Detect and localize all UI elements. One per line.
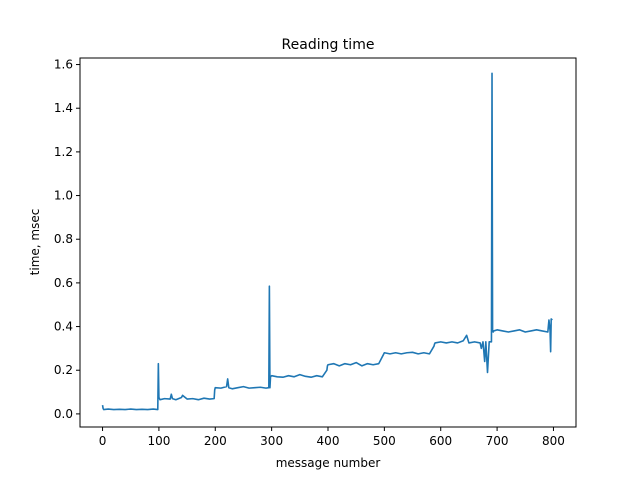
x-tick-label: 700 [486,434,509,448]
y-axis-label: time, msec [28,209,42,276]
y-tick-label: 0.4 [54,320,73,334]
x-tick-label: 500 [373,434,396,448]
x-tick-label: 800 [542,434,565,448]
y-tick-label: 0.0 [54,407,73,421]
x-tick-label: 0 [99,434,107,448]
y-tick-label: 0.2 [54,363,73,377]
chart-title: Reading time [282,37,375,53]
x-tick-label: 200 [204,434,227,448]
y-tick-label: 1.6 [54,58,73,72]
y-tick-label: 1.0 [54,189,73,203]
x-tick-label: 600 [429,434,452,448]
x-tick-label: 300 [260,434,283,448]
x-axis-label: message number [276,456,381,470]
plot-area [101,72,553,411]
y-tick-label: 1.4 [54,101,73,115]
x-tick-label: 100 [147,434,170,448]
x-axis: 0 100 200 300 400 500 600 700 800 [99,427,565,448]
y-tick-label: 0.8 [54,232,73,246]
series-line [101,72,553,411]
y-axis: 0.0 0.2 0.4 0.6 0.8 1.0 1.2 1.4 1.6 [54,58,80,421]
y-tick-label: 1.2 [54,145,73,159]
y-tick-label: 0.6 [54,276,73,290]
x-tick-label: 400 [317,434,340,448]
